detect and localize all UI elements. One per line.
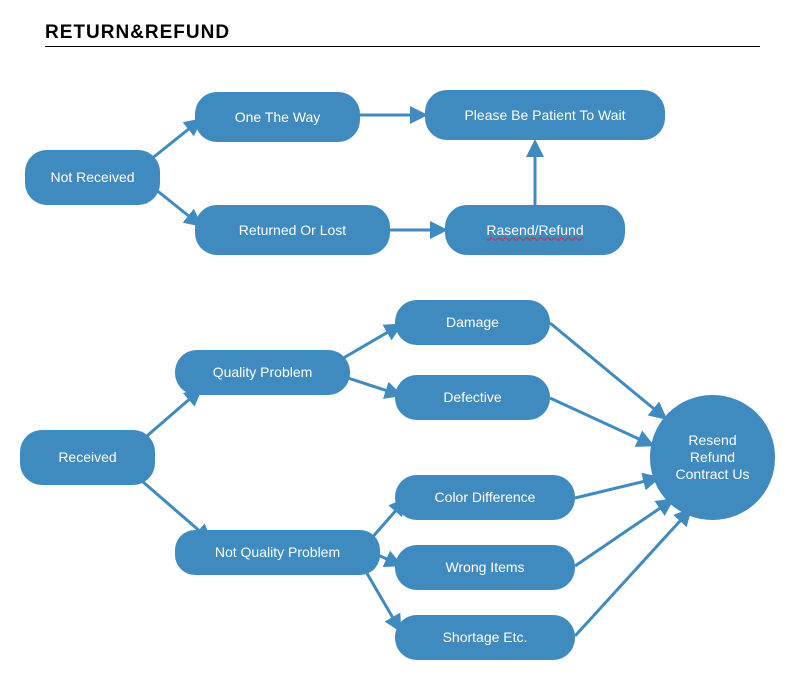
flowchart-node-on-the-way: One The Way <box>195 92 360 142</box>
flowchart-edge <box>575 500 672 566</box>
flowchart-node-not-quality: Not Quality Problem <box>175 530 380 575</box>
flowchart-edge <box>575 510 690 636</box>
page-title: RETURN&REFUND <box>45 22 230 44</box>
flowchart-node-resend-refund: Rasend/Refund <box>445 205 625 255</box>
flowchart-edge <box>365 570 400 630</box>
title-underline <box>45 46 760 47</box>
flowchart-node-patient-wait: Please Be Patient To Wait <box>425 90 665 140</box>
flowchart-node-color-diff: Color Difference <box>395 475 575 520</box>
flowchart-node-defective: Defective <box>395 375 550 420</box>
flowchart-edge <box>550 323 665 418</box>
flowchart-node-received: Received <box>20 430 155 485</box>
flowchart-edge <box>140 390 200 442</box>
flowchart-edge <box>550 398 652 445</box>
flowchart-node-not-received: Not Received <box>25 150 160 205</box>
flowchart-node-quality: Quality Problem <box>175 350 350 395</box>
flowchart-node-damage: Damage <box>395 300 550 345</box>
flowchart-node-wrong-items: Wrong Items <box>395 545 575 590</box>
flowchart-node-returned-lost: Returned Or Lost <box>195 205 390 255</box>
flowchart-edge <box>150 120 200 160</box>
flowchart-node-shortage: Shortage Etc. <box>395 615 575 660</box>
flowchart-edge <box>348 378 400 395</box>
flowchart-node-final: Resend Refund Contract Us <box>650 395 775 520</box>
flowchart-edge <box>340 325 400 360</box>
flowchart-edge <box>575 478 658 498</box>
